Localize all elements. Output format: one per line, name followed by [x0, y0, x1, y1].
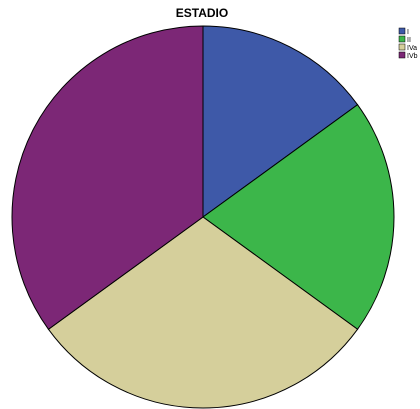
legend-label-ii: II — [407, 37, 411, 44]
pie-slice-ii — [202, 104, 395, 330]
pie-slice-ivb — [11, 25, 204, 330]
legend-label-ivb: IVb — [407, 53, 418, 60]
legend-label-i: I — [407, 29, 409, 36]
legend-swatch-i — [398, 27, 406, 35]
pie-slices — [11, 25, 395, 409]
legend-swatch-iva — [398, 43, 406, 51]
chart-title: ESTADIO — [176, 6, 228, 20]
legend-swatch-ii — [398, 35, 406, 43]
pie-slice-iva — [47, 216, 359, 409]
legend-swatch-ivb — [398, 51, 406, 59]
legend-label-iva: IVa — [407, 45, 417, 52]
pie-slice-i — [202, 25, 359, 218]
